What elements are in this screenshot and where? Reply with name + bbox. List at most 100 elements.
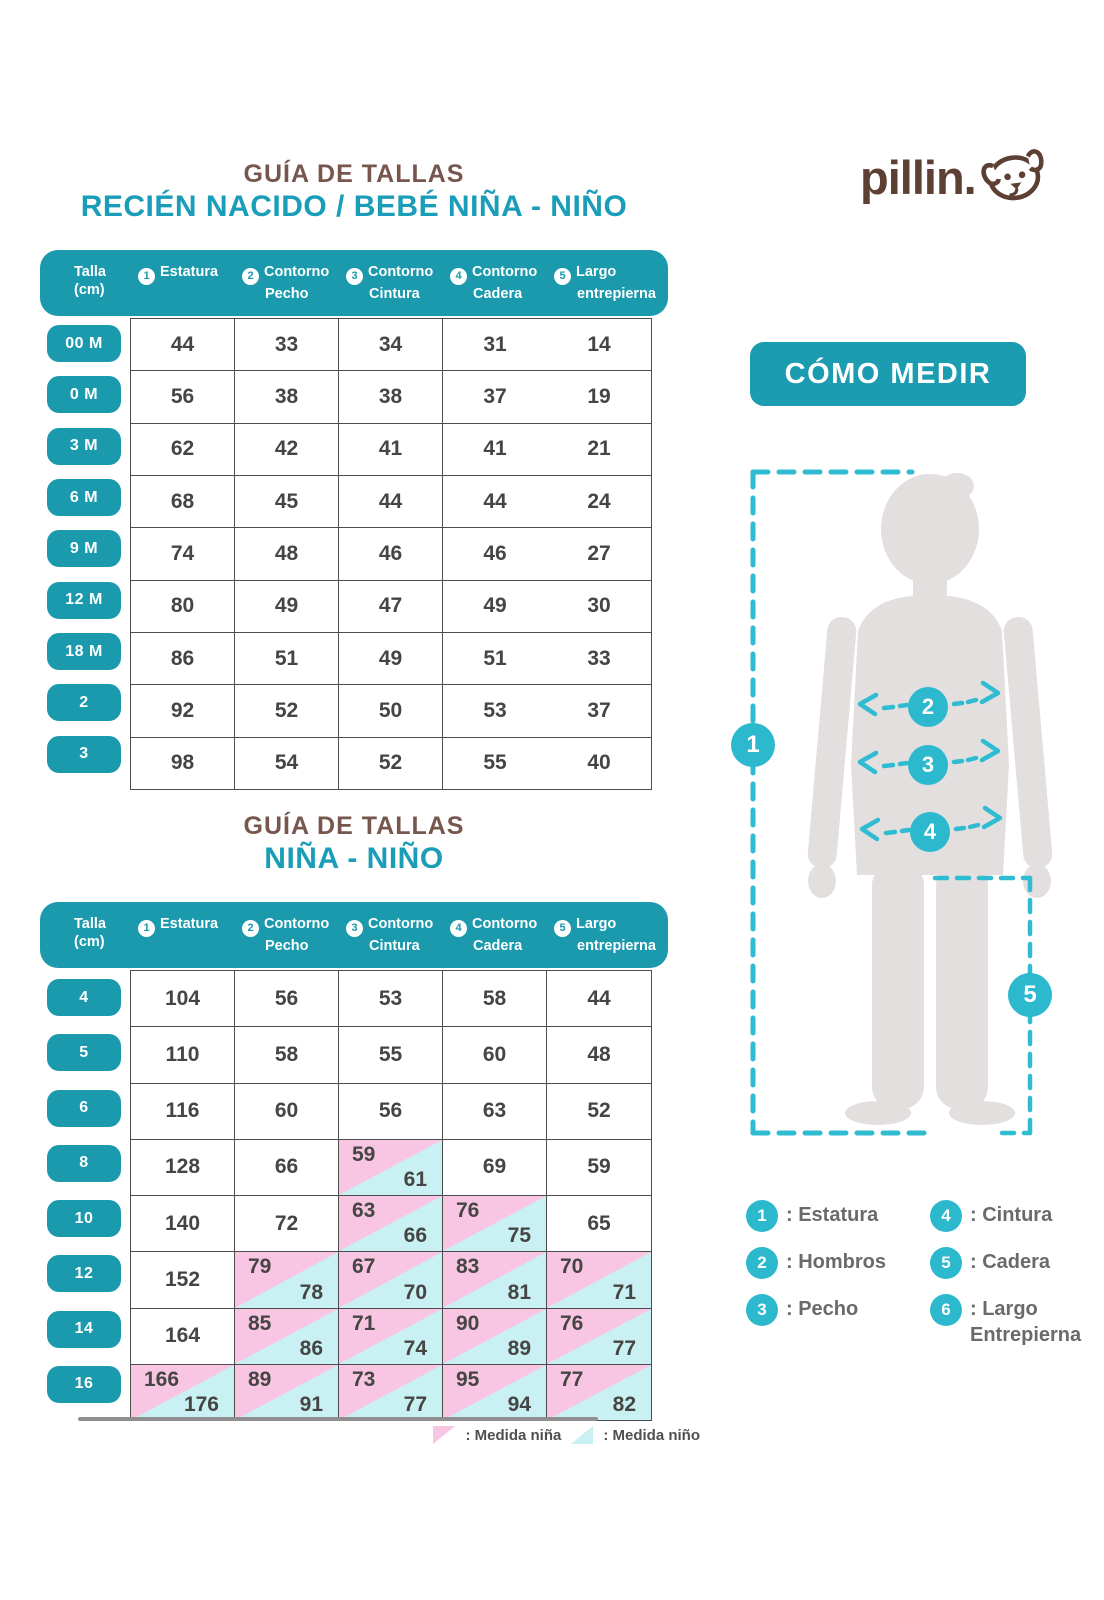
header-col-pecho: 2 Contorno Pecho xyxy=(242,263,346,303)
nina-value: 79 xyxy=(248,1255,272,1279)
table-cell: 58 xyxy=(235,1027,339,1083)
measuring-figure xyxy=(750,469,1053,1136)
nina-value: 73 xyxy=(352,1367,376,1391)
pill-slot: 3 M xyxy=(44,421,124,472)
circled-number-icon: 4 xyxy=(450,919,467,937)
table-cell: 51 xyxy=(235,632,339,685)
table1-size-pills: 00 M 0 M 3 M 6 M 9 M 12 M 18 M 2 3 xyxy=(44,318,124,780)
table-cell: 33 xyxy=(235,319,339,371)
table-row: 62 42 41 41 21 xyxy=(131,423,651,476)
nino-value: 61 xyxy=(403,1168,427,1191)
nina-value: 63 xyxy=(352,1199,376,1222)
size-pill: 10 xyxy=(47,1200,121,1238)
table-cell: 79 78 xyxy=(235,1252,339,1308)
pill-slot: 2 xyxy=(44,677,124,728)
table-cell: 69 xyxy=(443,1139,547,1195)
table-row: 128 66 59 61 69 59 xyxy=(131,1139,651,1196)
table-cell: 80 xyxy=(131,580,235,632)
table-cell: 59 xyxy=(587,1155,611,1179)
pill-slot: 16 xyxy=(44,1357,124,1412)
nino-value: 71 xyxy=(612,1280,636,1304)
table-cell: 31 xyxy=(483,332,507,356)
circled-number-icon: 5 xyxy=(554,919,571,937)
table-cell: 37 xyxy=(587,698,611,722)
header-col-cadera: 4 Contorno Cadera xyxy=(450,915,554,955)
table-cell: 56 xyxy=(131,371,235,423)
legend-label: : Cadera xyxy=(970,1251,1051,1273)
table-cell: 60 xyxy=(235,1083,339,1139)
table-cell: 21 xyxy=(587,437,611,461)
legend-label: : Cintura xyxy=(970,1204,1053,1226)
header-col-entrepierna: 5 Largo entrepierna xyxy=(554,263,658,303)
table-row: 104 56 53 58 44 xyxy=(131,971,651,1028)
table-cell: 41 xyxy=(483,437,507,461)
brand-logo: pillin. xyxy=(860,146,1046,208)
table-cell: 73 77 xyxy=(339,1364,443,1420)
pill-slot: 6 M xyxy=(44,472,124,523)
table1-title: RECIÉN NACIDO / BEBÉ NIÑA - NIÑO xyxy=(80,190,628,223)
measure-legend-item-3: 3: Pecho xyxy=(746,1294,930,1348)
size-pill: 00 M xyxy=(47,325,121,363)
table-cell: 48 xyxy=(235,528,339,580)
header-col-cadera: 4 Contorno Cadera xyxy=(450,263,554,303)
table-row: 74 48 46 46 27 xyxy=(131,528,651,581)
nino-value: 89 xyxy=(507,1336,531,1360)
table-footer-divider xyxy=(78,1417,598,1421)
table1-subtitle: GUÍA DE TALLAS xyxy=(243,160,465,188)
header-col-: 1 Estatura xyxy=(138,263,242,285)
table-cell: 44 xyxy=(339,475,443,528)
nino-value: 91 xyxy=(299,1393,323,1416)
table-cell: 85 86 xyxy=(235,1308,339,1364)
legend-label: : Estatura xyxy=(786,1204,879,1226)
table-cell: 128 xyxy=(131,1139,235,1195)
table-cell: 83 81 xyxy=(443,1252,547,1308)
arrow-chest xyxy=(857,738,1001,775)
nino-value: 75 xyxy=(507,1224,531,1248)
measure-legend: 1: Estatura 2: Hombros 3: Pecho 4: Cintura 5… xyxy=(746,1200,1086,1348)
circled-number-icon: 3 xyxy=(346,267,363,285)
table-cell: 49 xyxy=(483,594,507,618)
nina-value: 85 xyxy=(248,1311,272,1335)
arrow-hips xyxy=(859,805,1003,842)
nina-value: 76 xyxy=(560,1311,584,1335)
size-pill: 14 xyxy=(47,1310,121,1348)
nina-value: 83 xyxy=(456,1255,480,1279)
table2-header-bar: Talla (cm) 1 Estatura 2 Contorno Pecho 3 Contorn… xyxy=(40,902,668,968)
table-cell: 71 74 xyxy=(339,1308,443,1364)
table-cell: 38 xyxy=(235,371,339,423)
table-cell: 34 xyxy=(339,319,443,371)
table-cell: 47 xyxy=(339,580,443,632)
dog-icon xyxy=(981,149,1044,201)
table-row: 44 33 34 31 14 xyxy=(131,319,651,372)
table1-header-bar: Talla (cm) 1 Estatura 2 Contorno Pecho 3 Contorn… xyxy=(40,250,668,316)
brand-name: pillin. xyxy=(860,150,977,204)
legend-label: : Pecho xyxy=(786,1298,859,1320)
table-cell: 45 xyxy=(235,475,339,528)
table-cell: 72 xyxy=(235,1196,339,1252)
table-row: 92 52 50 53 37 xyxy=(131,685,651,738)
size-pill: 5 xyxy=(47,1034,121,1072)
nino-value: 86 xyxy=(299,1336,323,1360)
pill-slot: 10 xyxy=(44,1191,124,1246)
table-row: 110 58 55 60 48 xyxy=(131,1027,651,1084)
table2-size-pills: 4 5 6 8 10 12 14 16 xyxy=(44,970,124,1412)
table-cell: 74 xyxy=(131,528,235,580)
table-cell: 52 xyxy=(587,1099,611,1123)
size-table-kids: GUÍA DE TALLAS NIÑA - NIÑO Talla (cm) 1 Est… xyxy=(40,812,680,1421)
table-row: 166 176 89 91 73 77 95 94 77 82 xyxy=(131,1364,651,1420)
pill-slot: 14 xyxy=(44,1302,124,1357)
table-cell: 30 xyxy=(587,594,611,618)
nina-value: 67 xyxy=(352,1255,376,1279)
size-pill: 12 xyxy=(47,1255,121,1293)
table-cell: 95 94 xyxy=(443,1364,547,1420)
table-cell: 42 xyxy=(235,423,339,475)
table-cell: 60 xyxy=(443,1027,547,1083)
measure-marker-2: 2 xyxy=(908,687,948,727)
nino-value: 176 xyxy=(183,1393,219,1416)
table-cell: 67 70 xyxy=(339,1252,443,1308)
legend-label: : Largo Entrepierna xyxy=(970,1298,1082,1346)
table-cell: 66 xyxy=(235,1139,339,1195)
pill-slot: 12 xyxy=(44,1246,124,1301)
nina-value: 77 xyxy=(560,1367,584,1391)
nino-value: 74 xyxy=(403,1336,427,1360)
